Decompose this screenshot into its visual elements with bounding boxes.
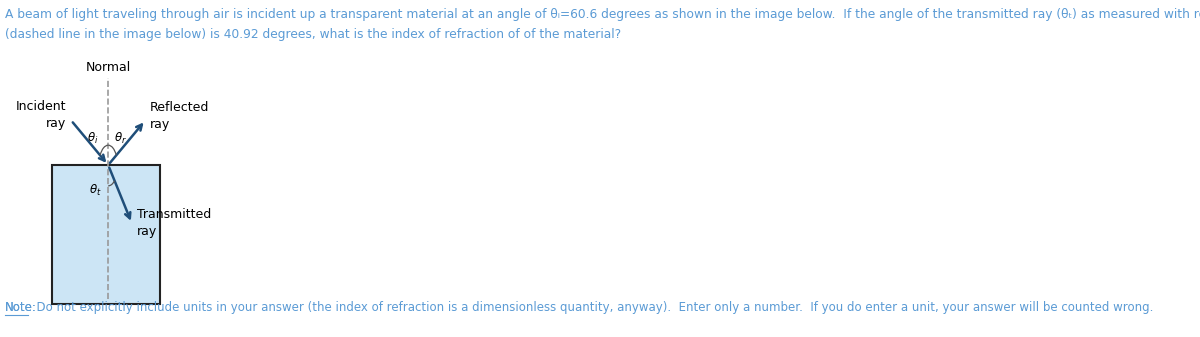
- Text: $\theta_i$: $\theta_i$: [86, 130, 98, 146]
- Text: Transmitted
ray: Transmitted ray: [137, 209, 211, 239]
- Text: Normal: Normal: [85, 61, 131, 74]
- Text: Note:: Note:: [5, 301, 37, 314]
- Text: $\theta_t$: $\theta_t$: [89, 183, 102, 198]
- Text: Reflected
ray: Reflected ray: [150, 101, 210, 131]
- Bar: [52, 165, 161, 304]
- Text: (dashed line in the image below) is 40.92 degrees, what is the index of refracti: (dashed line in the image below) is 40.9…: [5, 28, 622, 41]
- Text: Do not explicitly include units in your answer (the index of refraction is a dim: Do not explicitly include units in your …: [29, 301, 1153, 314]
- Text: Note:: Note:: [5, 301, 37, 314]
- Text: Incident
ray: Incident ray: [16, 100, 66, 130]
- Text: A beam of light traveling through air is incident up a transparent material at a: A beam of light traveling through air is…: [5, 8, 1200, 21]
- Text: $\theta_r$: $\theta_r$: [114, 130, 127, 146]
